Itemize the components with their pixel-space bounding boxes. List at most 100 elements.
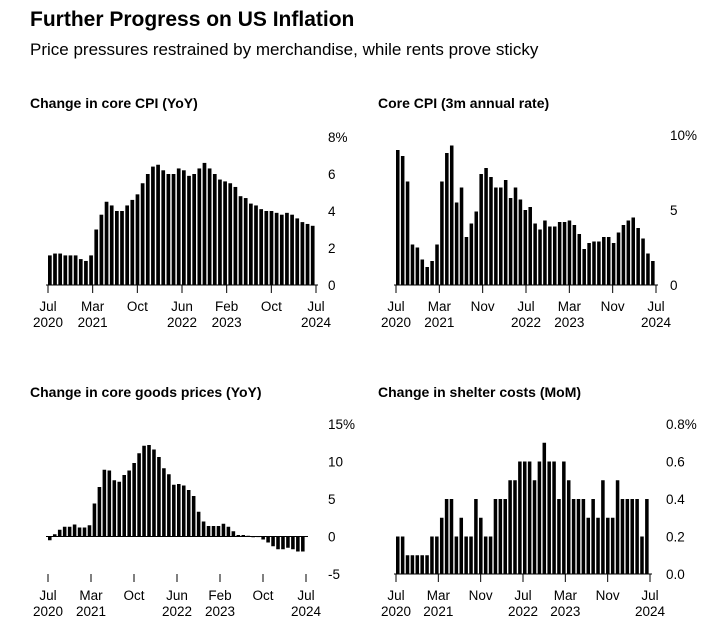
bar: [410, 244, 415, 285]
bar: [616, 232, 621, 285]
bar: [221, 523, 226, 537]
x-tick-year: 2023: [554, 315, 584, 330]
x-tick-label: Nov: [471, 299, 495, 314]
x-tick-label: Feb: [208, 588, 231, 603]
bar: [425, 267, 429, 285]
x-tick-year: 2024: [641, 315, 672, 330]
bar: [300, 222, 305, 285]
bar: [192, 174, 197, 285]
bar: [191, 496, 196, 537]
bar: [651, 261, 655, 285]
bar: [216, 526, 221, 537]
bar: [77, 527, 82, 537]
bar: [557, 222, 562, 285]
bar: [243, 198, 248, 285]
bar: [527, 461, 532, 574]
x-tick-label: Jul: [641, 588, 658, 603]
bar: [228, 183, 233, 285]
bar: [279, 214, 284, 285]
bar: [176, 168, 181, 285]
bar: [145, 174, 150, 285]
bar: [626, 220, 631, 285]
bar: [264, 211, 269, 285]
x-tick-year: 2024: [291, 604, 322, 619]
y-tick-label: 6: [328, 167, 336, 182]
bar: [445, 153, 449, 285]
bar: [537, 461, 542, 574]
bar: [479, 517, 483, 574]
x-tick-label: Jul: [647, 299, 664, 314]
y-tick-label: 0: [328, 530, 336, 545]
bar: [62, 526, 67, 537]
y-tick-label: 0: [328, 278, 336, 293]
bar: [464, 237, 469, 285]
bar: [276, 536, 280, 550]
x-tick-year: 2022: [167, 315, 197, 330]
x-tick-label: Jul: [39, 299, 56, 314]
bar: [223, 181, 227, 285]
bar: [53, 253, 57, 285]
bar: [125, 205, 130, 285]
y-tick-label: 10%: [670, 128, 697, 143]
x-tick-label: Oct: [252, 588, 273, 603]
bar: [305, 223, 310, 285]
bar: [400, 536, 405, 574]
bar: [449, 499, 454, 574]
bar: [259, 209, 264, 285]
bar: [523, 210, 528, 285]
bar: [528, 207, 532, 285]
x-tick-label: Jun: [166, 588, 188, 603]
bar: [435, 244, 439, 285]
bar: [503, 499, 507, 574]
x-tick-label: Jul: [39, 588, 56, 603]
x-tick-year: 2021: [78, 315, 108, 330]
bar: [310, 225, 315, 285]
bar: [484, 168, 488, 285]
bar: [186, 490, 191, 537]
x-tick-year: 2023: [212, 315, 242, 330]
bar: [499, 187, 503, 285]
bar: [254, 205, 258, 285]
bar: [212, 174, 217, 285]
bar: [137, 453, 141, 537]
bar: [581, 499, 586, 574]
bar: [610, 517, 615, 574]
panel-title: Change in core goods prices (YoY): [30, 384, 262, 400]
bar: [532, 480, 537, 574]
bar: [177, 484, 181, 537]
bar: [440, 181, 444, 285]
bar: [167, 474, 171, 537]
bar: [286, 536, 290, 548]
bar: [231, 531, 236, 537]
bar: [405, 555, 410, 574]
bar: [459, 517, 464, 574]
bar: [396, 536, 400, 574]
bar: [67, 526, 72, 537]
bar: [102, 469, 107, 537]
x-tick-label: Nov: [596, 588, 620, 603]
bar: [94, 229, 99, 285]
y-tick-label: 5: [328, 492, 336, 507]
chart-subtitle: Price pressures restrained by merchandis…: [30, 40, 539, 59]
bar: [156, 164, 160, 285]
bar: [196, 511, 201, 537]
bar: [566, 480, 571, 574]
panel-core-goods: Change in core goods prices (YoY) 15% 10 5…: [30, 384, 370, 634]
bar: [582, 249, 586, 285]
bar: [206, 526, 211, 537]
bar: [592, 241, 596, 285]
bar: [109, 205, 114, 285]
bar: [646, 253, 650, 285]
bar: [420, 259, 425, 285]
x-tick-year: 2020: [381, 604, 411, 619]
bar: [489, 177, 493, 285]
bar: [430, 536, 434, 574]
bar: [269, 211, 274, 285]
bar: [130, 199, 135, 285]
bar: [635, 499, 639, 574]
bar: [202, 162, 207, 285]
bar: [296, 536, 300, 552]
bar: [435, 536, 439, 574]
